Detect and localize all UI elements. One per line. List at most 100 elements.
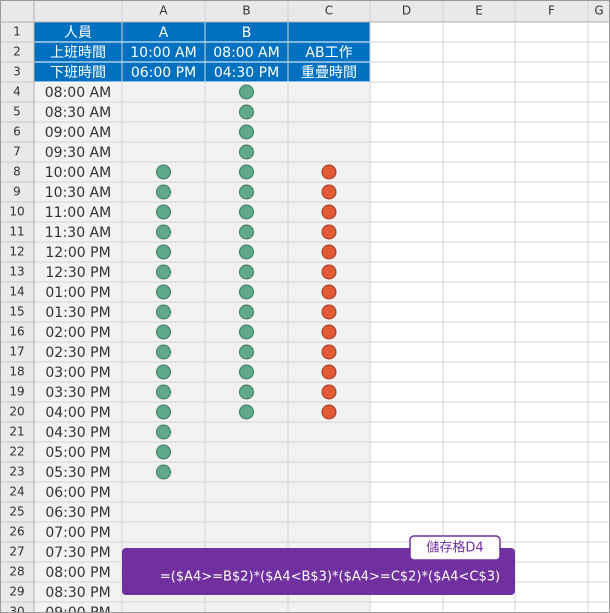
status-icon (156, 424, 171, 440)
time-cell: 10:00 AM (45, 165, 111, 181)
row-number: 11 (9, 225, 24, 239)
time-cell: 09:00 AM (45, 125, 111, 141)
time-cell: 07:30 PM (45, 545, 110, 561)
time-cell: 09:30 AM (45, 145, 111, 161)
status-icon (239, 304, 254, 320)
row-number: 3 (13, 65, 21, 79)
row-number: 6 (13, 125, 21, 139)
time-cell: 12:00 PM (45, 245, 110, 261)
status-icon (239, 284, 254, 300)
status-icon (156, 284, 171, 300)
column-header: G (594, 4, 603, 18)
row-number: 27 (9, 545, 24, 559)
status-icon (239, 184, 254, 200)
status-icon (321, 384, 337, 400)
header-cell: A (159, 25, 169, 41)
column-header: A (159, 4, 168, 18)
status-icon (321, 344, 337, 360)
row-number: 22 (9, 445, 24, 459)
status-icon (239, 224, 254, 240)
time-cell: 05:30 PM (45, 465, 110, 481)
header-cell: B (242, 25, 252, 41)
tooltip-label: 儲存格D4 (426, 540, 483, 556)
status-icon (321, 284, 337, 300)
status-icon (321, 244, 337, 260)
row-number: 2 (13, 45, 21, 59)
column-header: F (548, 4, 555, 18)
status-icon (156, 244, 171, 260)
time-cell: 03:30 PM (45, 385, 110, 401)
status-icon (321, 264, 337, 280)
time-cell: 05:00 PM (45, 445, 110, 461)
time-cell: 11:00 AM (45, 205, 111, 221)
row-number: 1 (13, 25, 21, 39)
status-icon (156, 204, 171, 220)
row-number: 25 (9, 505, 24, 519)
status-icon (156, 324, 171, 340)
time-cell: 12:30 PM (45, 265, 110, 281)
row-number: 9 (13, 185, 21, 199)
time-cell: 11:30 AM (45, 225, 111, 241)
status-icon (239, 364, 254, 380)
status-icon (239, 124, 254, 140)
time-cell: 08:00 PM (45, 565, 110, 581)
status-icon (321, 164, 337, 180)
header-cell: 下班時間 (50, 65, 106, 81)
status-icon (156, 264, 171, 280)
status-icon (239, 324, 254, 340)
row-number: 19 (9, 385, 24, 399)
row-number: 13 (9, 265, 24, 279)
status-icon (321, 304, 337, 320)
header-cell: 06:00 PM (131, 65, 196, 81)
status-icon (321, 364, 337, 380)
row-number: 29 (9, 585, 24, 599)
status-icon (239, 404, 254, 420)
time-cell: 10:30 AM (45, 185, 111, 201)
status-icon (239, 244, 254, 260)
header-cell: 重疊時間 (301, 65, 357, 81)
status-icon (156, 464, 171, 480)
status-icon (156, 344, 171, 360)
row-number: 16 (9, 325, 24, 339)
status-icon (239, 264, 254, 280)
time-cell: 09:00 PM (45, 605, 110, 613)
status-icon (156, 404, 171, 420)
time-cell: 04:00 PM (45, 405, 110, 421)
status-icon (321, 224, 337, 240)
header-cell: 10:00 AM (130, 45, 196, 61)
status-icon (156, 364, 171, 380)
row-number: 24 (9, 485, 24, 499)
time-cell: 01:00 PM (45, 285, 110, 301)
row-number: 30 (9, 605, 24, 613)
status-icon (156, 384, 171, 400)
tooltip-formula: =($A4>=B$2)*($A4<B$3)*($A4>=C$2)*($A4<C$… (160, 570, 500, 585)
row-number: 12 (9, 245, 24, 259)
data-band (34, 82, 370, 613)
time-cell: 08:00 AM (45, 85, 111, 101)
header-cell: 04:30 PM (214, 65, 279, 81)
row-number: 20 (9, 405, 24, 419)
status-icon (239, 84, 254, 100)
tooltip-tab (409, 535, 501, 561)
time-cell: 08:30 AM (45, 105, 111, 121)
row-number: 14 (9, 285, 24, 299)
status-icon (239, 384, 254, 400)
row-number: 26 (9, 525, 24, 539)
status-icon (239, 204, 254, 220)
status-icon (156, 444, 171, 460)
status-icon (321, 184, 337, 200)
header-cell: 08:00 AM (213, 45, 279, 61)
header-cell: AB工作 (305, 45, 352, 61)
status-icon (239, 144, 254, 160)
time-cell: 07:00 PM (45, 525, 110, 541)
row-number: 10 (9, 205, 24, 219)
header-band (34, 22, 370, 82)
status-icon (239, 164, 254, 180)
status-icon (156, 164, 171, 180)
row-number: 8 (13, 165, 21, 179)
status-icon (239, 344, 254, 360)
status-icon (321, 204, 337, 220)
status-icon (239, 104, 254, 120)
row-number: 15 (9, 305, 24, 319)
